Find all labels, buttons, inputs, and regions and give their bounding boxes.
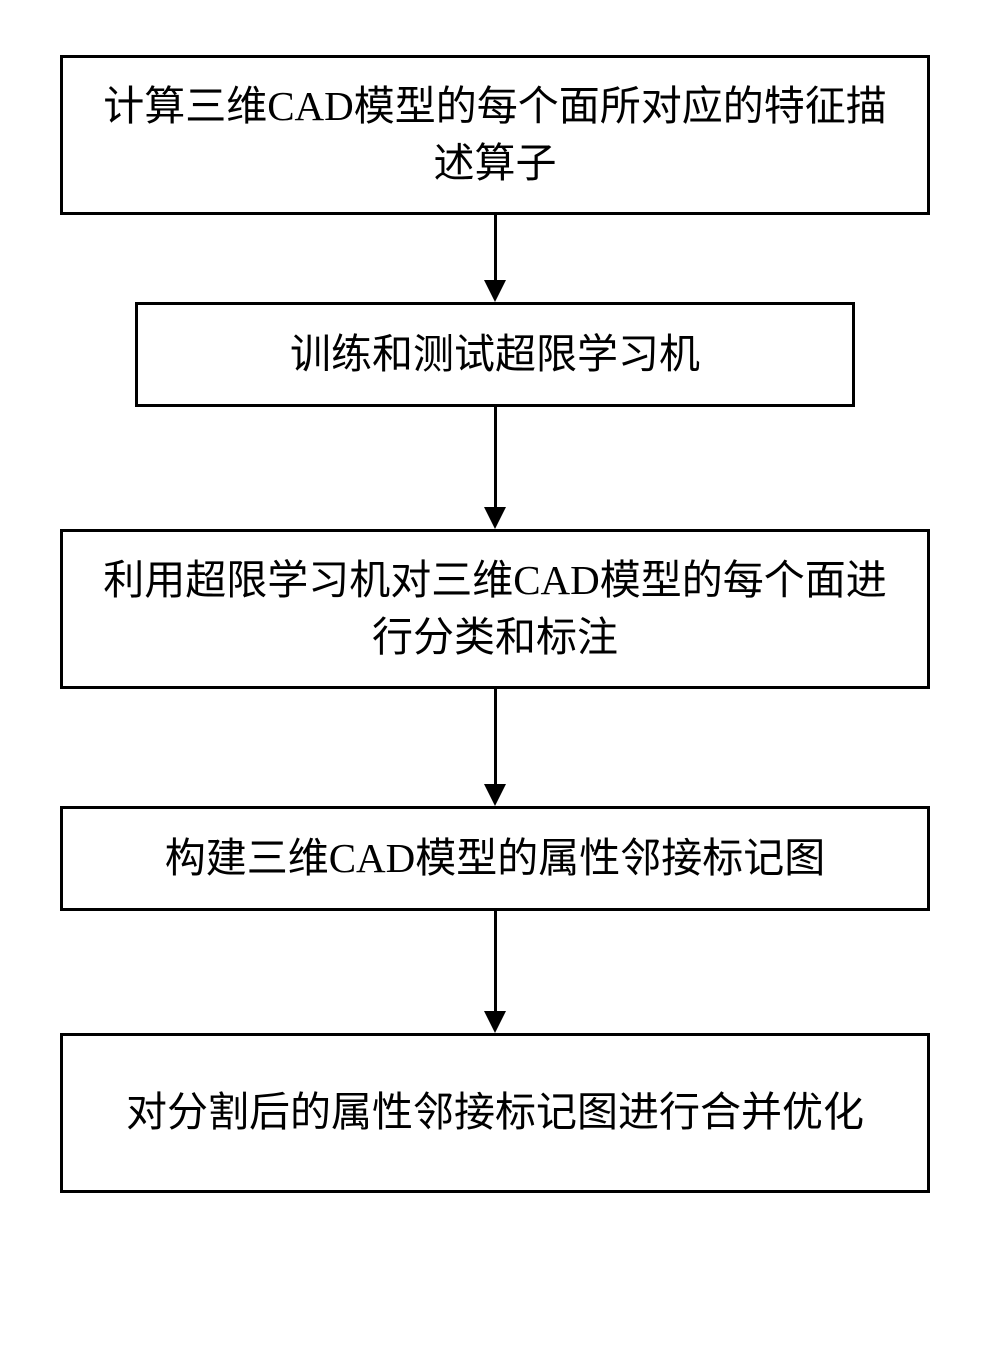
step-5-label: 对分割后的属性邻接标记图进行合并优化 xyxy=(126,1084,864,1141)
flowchart-container: 计算三维CAD模型的每个面所对应的特征描述算子 训练和测试超限学习机 利用超限学… xyxy=(0,0,990,1193)
step-4-label: 构建三维CAD模型的属性邻接标记图 xyxy=(165,830,826,887)
arrow-line-icon xyxy=(494,911,497,1011)
arrow-4 xyxy=(484,911,506,1033)
arrow-head-icon xyxy=(484,280,506,302)
arrow-head-icon xyxy=(484,1011,506,1033)
step-1-label: 计算三维CAD模型的每个面所对应的特征描述算子 xyxy=(93,78,897,193)
flowchart-step-2: 训练和测试超限学习机 xyxy=(135,302,855,407)
arrow-head-icon xyxy=(484,784,506,806)
flowchart-step-5: 对分割后的属性邻接标记图进行合并优化 xyxy=(60,1033,930,1193)
arrow-line-icon xyxy=(494,689,497,784)
arrow-2 xyxy=(484,407,506,529)
step-3-label: 利用超限学习机对三维CAD模型的每个面进行分类和标注 xyxy=(93,552,897,667)
arrow-line-icon xyxy=(494,407,497,507)
arrow-head-icon xyxy=(484,507,506,529)
arrow-3 xyxy=(484,689,506,806)
arrow-1 xyxy=(484,215,506,302)
flowchart-step-4: 构建三维CAD模型的属性邻接标记图 xyxy=(60,806,930,911)
flowchart-step-3: 利用超限学习机对三维CAD模型的每个面进行分类和标注 xyxy=(60,529,930,689)
arrow-line-icon xyxy=(494,215,497,280)
step-2-label: 训练和测试超限学习机 xyxy=(290,326,700,383)
flowchart-step-1: 计算三维CAD模型的每个面所对应的特征描述算子 xyxy=(60,55,930,215)
